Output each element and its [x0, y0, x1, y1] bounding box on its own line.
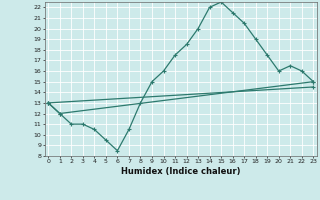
X-axis label: Humidex (Indice chaleur): Humidex (Indice chaleur) — [121, 167, 241, 176]
